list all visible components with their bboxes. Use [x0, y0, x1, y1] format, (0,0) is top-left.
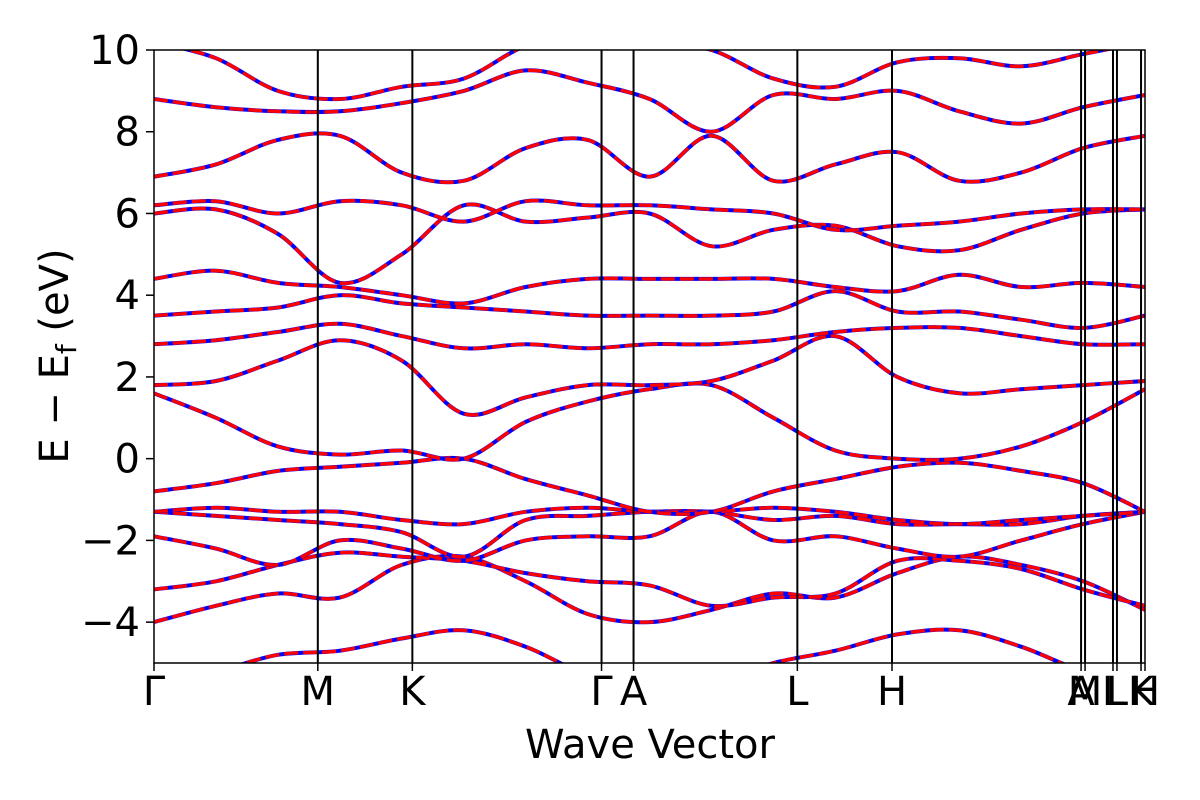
y-axis-label-main: E − E	[32, 354, 78, 464]
band-line-overlay-13	[154, 131, 1145, 185]
y-ticks: 10 8 6 4 2 0 −2 −4	[81, 28, 154, 646]
y-tick-label: 6	[115, 191, 140, 237]
y-tick-label: 2	[115, 355, 140, 401]
x-tick-label: M	[1068, 669, 1103, 715]
y-tick-label: −2	[81, 518, 140, 564]
y-axis-label-unit: (eV)	[32, 248, 78, 331]
band-line-16	[240, 627, 1066, 663]
y-axis-label-subscript: f	[50, 343, 83, 354]
x-axis-label: Wave Vector	[525, 722, 776, 768]
band-line-overlay-15	[180, 50, 1115, 102]
x-ticks: Γ M K Γ A L H AM LL KH	[143, 663, 1160, 715]
x-tick-label: L	[1106, 669, 1129, 715]
x-tick-label: A	[1067, 669, 1095, 715]
band-line-10	[154, 268, 1145, 306]
band-line-overlay-7	[154, 333, 1145, 417]
band-line-12	[154, 198, 1145, 232]
band-line-overlay-10	[154, 268, 1145, 306]
band-line-1	[154, 550, 1145, 608]
band-line-0	[154, 554, 1145, 624]
x-tick-label: H	[1130, 669, 1160, 715]
x-tick-label: Γ	[143, 669, 166, 715]
x-tick-label: L	[786, 669, 809, 715]
band-line-13	[154, 131, 1145, 184]
band-line-15	[182, 50, 1113, 101]
x-tick-label: K	[1128, 669, 1156, 715]
band-line-overlay-6	[154, 381, 1145, 462]
y-tick-label: −4	[81, 600, 140, 646]
y-axis-label: E − Ef (eV)	[32, 248, 83, 463]
x-tick-label: M	[301, 669, 336, 715]
x-tick-label: Γ	[590, 669, 613, 715]
band-line-2	[154, 510, 1145, 567]
plot-frame	[153, 49, 1146, 664]
y-tick-label: 4	[115, 273, 140, 319]
band-line-5	[154, 456, 1145, 516]
bands-layer	[154, 50, 1145, 663]
band-line-11	[154, 202, 1145, 285]
x-tick-label: H	[877, 669, 907, 715]
x-tick-label: A	[620, 669, 648, 715]
band-line-overlay-9	[154, 289, 1145, 330]
band-line-6	[154, 381, 1145, 462]
band-line-8	[154, 322, 1145, 351]
y-tick-label: 10	[89, 28, 140, 74]
kpoint-lines	[316, 50, 1143, 663]
band-line-9	[154, 289, 1145, 330]
band-line-7	[154, 334, 1145, 417]
x-tick-label: L	[1102, 669, 1125, 715]
y-tick-label: 8	[115, 110, 140, 156]
x-tick-label: K	[399, 669, 427, 715]
y-tick-label: 0	[115, 437, 140, 483]
band-line-14	[154, 68, 1145, 134]
